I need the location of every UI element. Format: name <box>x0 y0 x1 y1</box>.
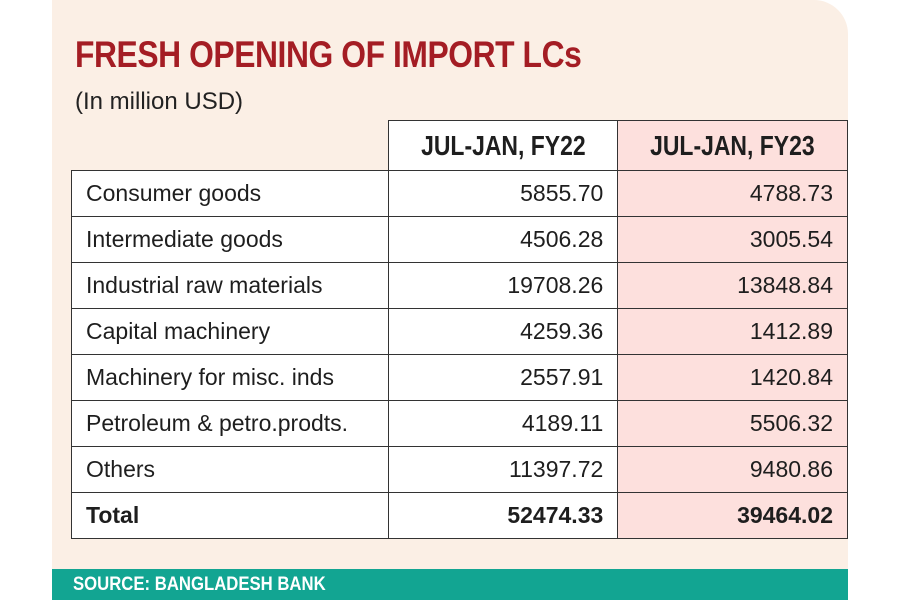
row-label: Others <box>71 446 389 493</box>
table-row: Industrial raw materials 19708.26 13848.… <box>71 262 848 309</box>
source-footer: SOURCE: BANGLADESH BANK <box>52 569 848 600</box>
value-fy22: 11397.72 <box>387 446 619 493</box>
value-fy22: 4189.11 <box>387 400 619 447</box>
infographic-card: FRESH OPENING OF IMPORT LCs (In million … <box>52 0 848 600</box>
table-row: Machinery for misc. inds 2557.91 1420.84 <box>71 354 848 401</box>
row-label-total: Total <box>71 492 389 539</box>
value-fy23: 9480.86 <box>617 446 848 493</box>
row-label: Machinery for misc. inds <box>71 354 389 401</box>
column-header-fy22-label: JUL-JAN, FY22 <box>420 129 586 161</box>
column-header-fy23: JUL-JAN, FY23 <box>617 120 848 171</box>
value-fy22: 4259.36 <box>387 308 619 355</box>
column-header-fy23-label: JUL-JAN, FY23 <box>650 129 815 161</box>
table-row: Consumer goods 5855.70 4788.73 <box>71 170 848 217</box>
value-fy22: 4506.28 <box>387 216 619 263</box>
row-label: Industrial raw materials <box>71 262 389 309</box>
value-fy22: 19708.26 <box>387 262 619 309</box>
value-fy23: 13848.84 <box>617 262 848 309</box>
row-label: Petroleum & petro.prodts. <box>71 400 389 447</box>
total-value-fy22: 52474.33 <box>387 492 619 539</box>
chart-title: FRESH OPENING OF IMPORT LCs <box>75 34 582 75</box>
value-fy23: 1420.84 <box>617 354 848 401</box>
import-lc-table: JUL-JAN, FY22 JUL-JAN, FY23 Consumer goo… <box>71 120 848 539</box>
header-blank-cell <box>72 121 389 171</box>
value-fy22: 5855.70 <box>387 170 619 217</box>
row-label: Consumer goods <box>71 170 389 217</box>
chart-subtitle: (In million USD) <box>75 88 244 115</box>
row-label: Intermediate goods <box>71 216 389 263</box>
table-row: Petroleum & petro.prodts. 4189.11 5506.3… <box>71 400 848 447</box>
value-fy23: 4788.73 <box>617 170 848 217</box>
column-header-fy22: JUL-JAN, FY22 <box>387 120 619 171</box>
table-row: Capital machinery 4259.36 1412.89 <box>71 308 848 355</box>
value-fy23: 1412.89 <box>617 308 848 355</box>
value-fy22: 2557.91 <box>387 354 619 401</box>
value-fy23: 3005.54 <box>617 216 848 263</box>
table-row-total: Total 52474.33 39464.02 <box>71 492 848 539</box>
table-header-row: JUL-JAN, FY22 JUL-JAN, FY23 <box>72 120 848 171</box>
source-text: SOURCE: BANGLADESH BANK <box>73 574 326 595</box>
table-row: Others 11397.72 9480.86 <box>71 446 848 493</box>
table-row: Intermediate goods 4506.28 3005.54 <box>71 216 848 263</box>
value-fy23: 5506.32 <box>617 400 848 447</box>
row-label: Capital machinery <box>71 308 389 355</box>
total-value-fy23: 39464.02 <box>617 492 848 539</box>
